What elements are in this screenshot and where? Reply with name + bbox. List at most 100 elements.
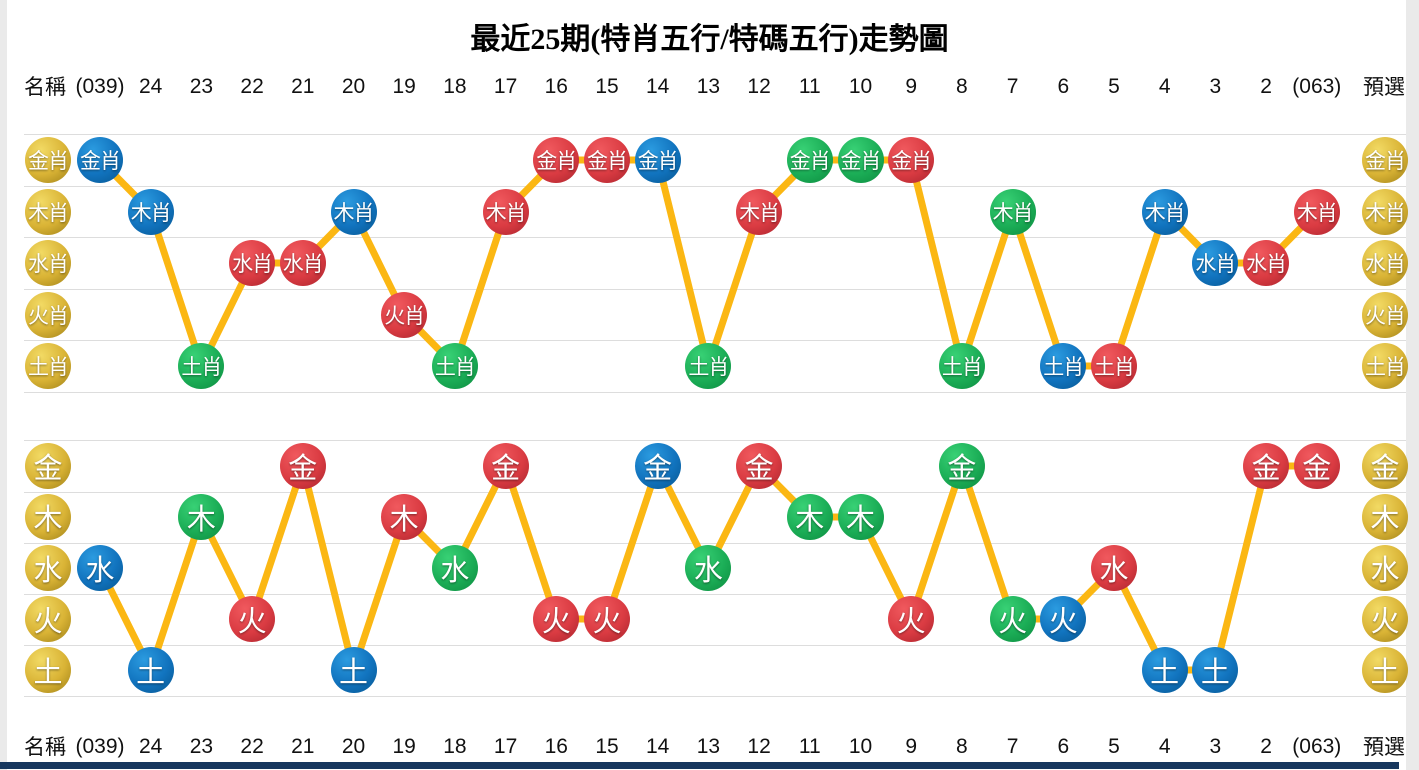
data-point-11-金肖: 金肖 xyxy=(786,137,833,183)
page-title: 最近25期(特肖五行/特碼五行)走勢圖 xyxy=(470,23,949,56)
data-point-14-金肖: 金肖 xyxy=(634,137,681,183)
right-row-label-水: 水 xyxy=(1362,545,1408,591)
footer-col-6: 6 xyxy=(1057,735,1070,758)
header-col-12: 12 xyxy=(747,75,771,98)
right-row-label-木: 木 xyxy=(1362,494,1408,540)
header-col-19: 19 xyxy=(392,75,416,98)
data-point-8-金: 金 xyxy=(938,443,985,489)
data-point-5-水: 水 xyxy=(1091,545,1137,591)
header-col-9: 9 xyxy=(905,75,918,98)
data-point-22-水肖: 水肖 xyxy=(229,240,276,286)
header-name-label: 名稱 xyxy=(24,75,66,99)
footer-col-7: 7 xyxy=(1006,735,1019,758)
header-col-8: 8 xyxy=(956,75,968,98)
header-col-17: 17 xyxy=(493,75,518,98)
right-row-label-土肖: 土肖 xyxy=(1362,343,1408,389)
footer-col-(039): (039) xyxy=(75,735,125,758)
footer-col-21: 21 xyxy=(291,735,315,758)
footer-col-23: 23 xyxy=(189,735,214,758)
data-point-12-木肖: 木肖 xyxy=(736,188,783,235)
footer-col-4: 4 xyxy=(1158,735,1171,758)
gridline xyxy=(24,644,1406,646)
data-point-18-水: 水 xyxy=(431,545,478,591)
right-row-label-土: 土 xyxy=(1362,647,1408,693)
data-point-19-木: 木 xyxy=(381,494,428,540)
data-point-5-土肖: 土肖 xyxy=(1091,343,1137,389)
left-row-label-火: 火 xyxy=(25,596,71,642)
gridline xyxy=(24,340,1406,342)
footer-name-label: 名稱 xyxy=(24,735,66,759)
data-point-10-金肖: 金肖 xyxy=(837,137,884,183)
data-point-2-水肖: 水肖 xyxy=(1243,240,1290,286)
footer-col-(063): (063) xyxy=(1292,735,1342,758)
data-point-(063)-金: 金 xyxy=(1293,443,1340,489)
header-col-18: 18 xyxy=(443,75,467,98)
header-col-5: 5 xyxy=(1108,75,1120,98)
footer-col-8: 8 xyxy=(956,735,968,758)
footer-preselect-label: 預選 xyxy=(1363,735,1405,759)
gridline xyxy=(24,134,1406,135)
header-col-6: 6 xyxy=(1057,75,1070,98)
data-point-24-木肖: 木肖 xyxy=(127,188,174,235)
data-point-23-土肖: 土肖 xyxy=(178,343,225,389)
gridline xyxy=(24,542,1406,544)
left-row-label-水肖: 水肖 xyxy=(25,240,71,286)
data-point-7-火: 火 xyxy=(989,596,1036,642)
right-row-label-金肖: 金肖 xyxy=(1362,137,1408,183)
header-col-7: 7 xyxy=(1006,75,1019,98)
data-point-23-木: 木 xyxy=(178,494,225,540)
gridline xyxy=(24,695,1406,697)
right-row-label-火: 火 xyxy=(1362,596,1408,642)
gridline xyxy=(24,440,1406,441)
header-preselect-label: 預選 xyxy=(1363,75,1405,99)
header-col-14: 14 xyxy=(646,75,670,98)
header-col-16: 16 xyxy=(544,75,568,98)
header-col-4: 4 xyxy=(1158,75,1171,98)
data-point-16-火: 火 xyxy=(533,596,580,642)
data-point-21-金: 金 xyxy=(279,443,326,489)
data-point-20-土: 土 xyxy=(330,647,377,693)
right-edge-strip xyxy=(1406,0,1419,770)
header-col-20: 20 xyxy=(341,75,366,98)
data-point-2-金: 金 xyxy=(1243,443,1290,489)
header-col-13: 13 xyxy=(696,75,721,98)
data-point-11-木: 木 xyxy=(786,494,833,540)
data-point-12-金: 金 xyxy=(736,443,783,489)
footer-col-16: 16 xyxy=(544,735,568,758)
gridline xyxy=(24,185,1406,187)
data-point-24-土: 土 xyxy=(127,647,174,693)
data-point-(039)-金肖: 金肖 xyxy=(77,137,123,183)
bottom-border-bar xyxy=(0,762,1399,769)
footer-col-13: 13 xyxy=(696,735,721,758)
footer-col-15: 15 xyxy=(595,735,619,758)
data-point-16-金肖: 金肖 xyxy=(533,137,580,183)
header-col-23: 23 xyxy=(189,75,214,98)
footer-col-20: 20 xyxy=(341,735,366,758)
header-col-22: 22 xyxy=(240,75,264,98)
data-point-15-金肖: 金肖 xyxy=(584,137,630,183)
left-row-label-水: 水 xyxy=(25,545,71,591)
left-row-label-金肖: 金肖 xyxy=(25,137,71,183)
footer-col-2: 2 xyxy=(1260,735,1272,758)
header-col-10: 10 xyxy=(848,75,873,98)
footer-col-19: 19 xyxy=(392,735,416,758)
data-point-10-木: 木 xyxy=(837,494,884,540)
data-point-7-木肖: 木肖 xyxy=(989,188,1036,235)
header-col-2: 2 xyxy=(1260,75,1272,98)
left-row-label-木: 木 xyxy=(25,494,71,540)
data-point-9-火: 火 xyxy=(888,596,935,642)
footer-col-10: 10 xyxy=(848,735,873,758)
footer-col-24: 24 xyxy=(139,735,163,758)
data-point-8-土肖: 土肖 xyxy=(938,343,985,389)
gridline xyxy=(24,391,1406,393)
data-point-4-木肖: 木肖 xyxy=(1141,188,1188,235)
data-point-6-火: 火 xyxy=(1040,596,1087,642)
data-point-21-水肖: 水肖 xyxy=(279,240,326,286)
data-point-(039)-水: 水 xyxy=(77,545,123,591)
data-point-18-土肖: 土肖 xyxy=(431,343,478,389)
data-point-9-金肖: 金肖 xyxy=(888,137,935,183)
data-point-4-土: 土 xyxy=(1141,647,1188,693)
left-row-label-土: 土 xyxy=(25,647,71,693)
footer-col-17: 17 xyxy=(493,735,518,758)
